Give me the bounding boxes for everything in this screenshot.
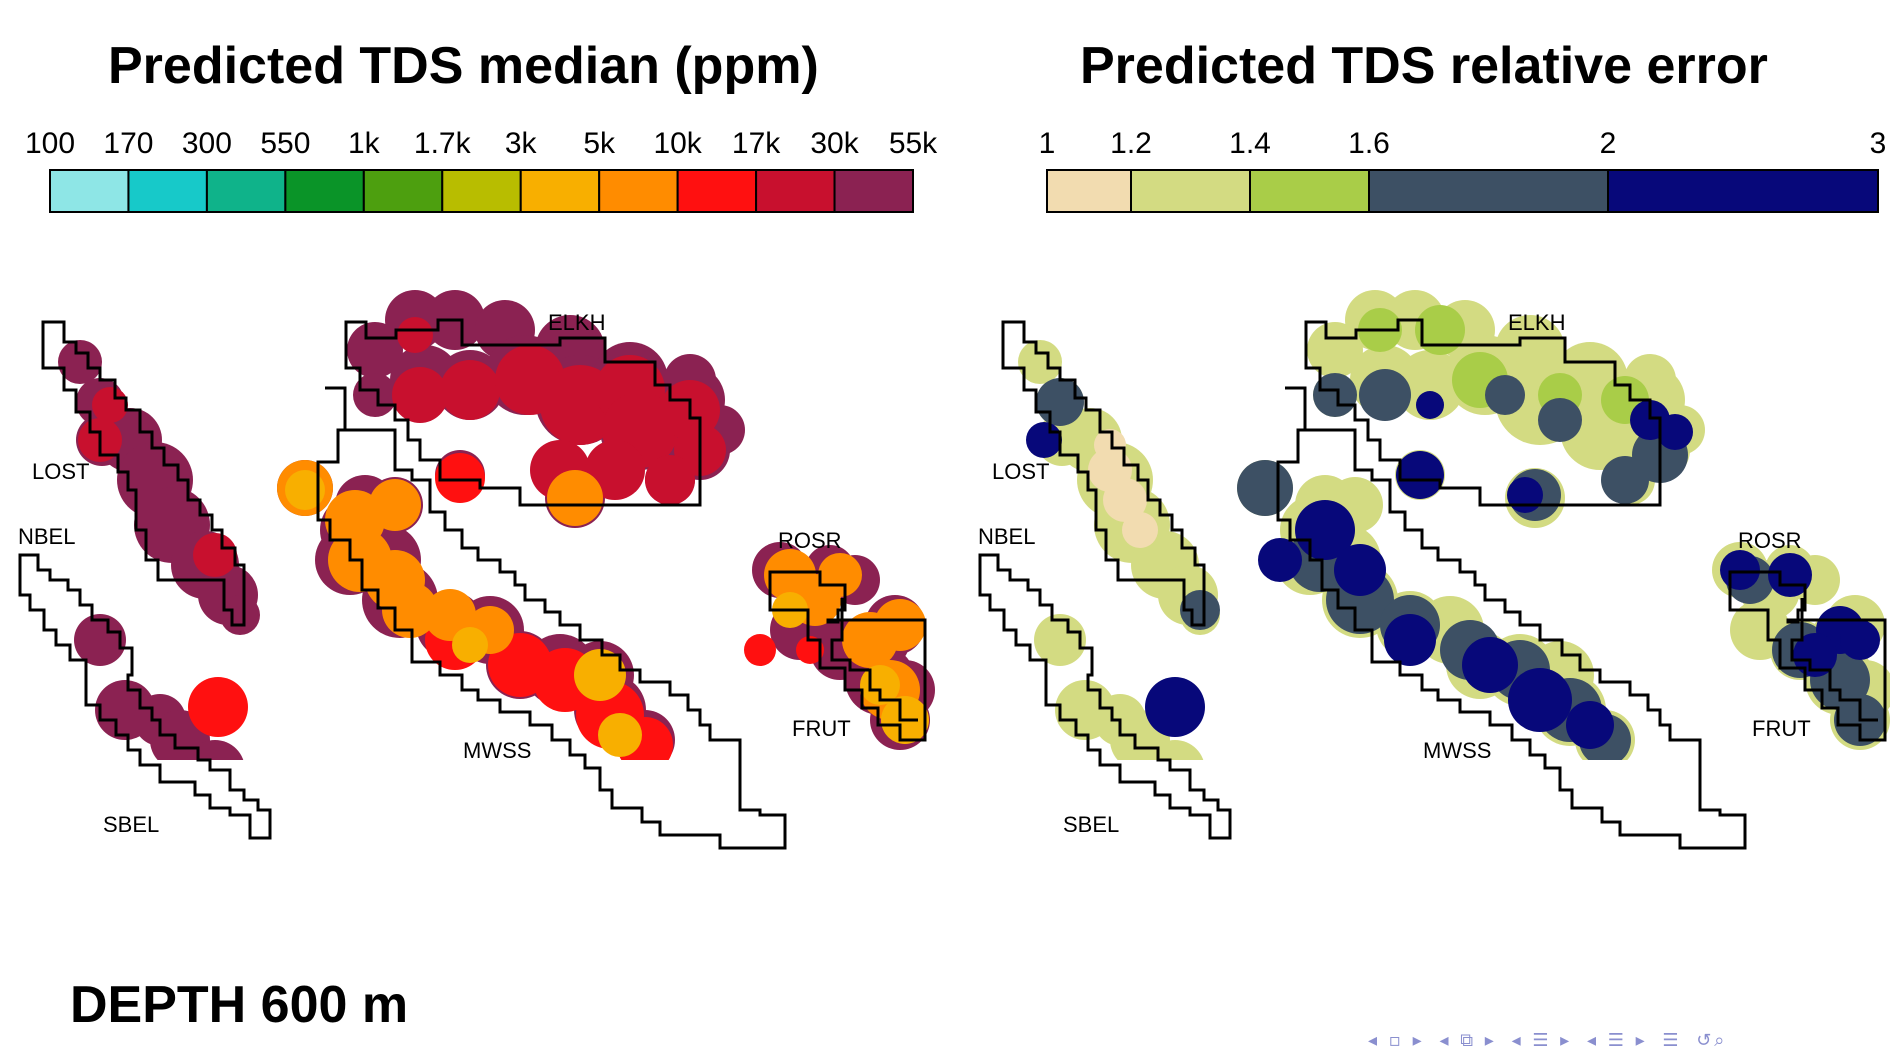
region-label-elkh: ELKH [548, 310, 605, 335]
median-colorbar-segment [441, 169, 522, 213]
median-colorbar-segment [49, 169, 130, 213]
region-label-rosr: ROSR [1738, 528, 1802, 553]
subsection-icon[interactable]: ◂ ☰ ▸ [1586, 1030, 1648, 1051]
outline-icon[interactable]: ☰ [1662, 1030, 1682, 1051]
error-colorbar-segment [1607, 169, 1879, 213]
error-colorbar [1046, 169, 1879, 213]
region-label-frut: FRUT [1752, 716, 1811, 741]
median-colorbar-segment [362, 169, 444, 213]
median-colorbar-tick-label: 17k [732, 127, 781, 160]
region-label-rosr: ROSR [778, 528, 842, 553]
median-map-title: Predicted TDS median (ppm) [108, 37, 819, 95]
median-colorbar-tick-label: 550 [260, 127, 310, 160]
error-colorbar-segment [1046, 169, 1132, 213]
error-colorbar-segment [1249, 169, 1370, 213]
region-label-lost: LOST [32, 459, 89, 484]
error-colorbar-ticks: 1 1.2 1.4 1.6 2 3 [1039, 127, 1887, 160]
error-colorbar-tick-label: 1 [1039, 127, 1056, 160]
median-colorbar-segment [205, 169, 287, 213]
error-colorbar-segment [1130, 169, 1251, 213]
median-colorbar-segment [127, 169, 208, 213]
median-colorbar-segment [284, 169, 365, 213]
region-label-frut: FRUT [792, 716, 851, 741]
median-colorbar-tick-label: 1.7k [414, 127, 472, 160]
region-label-mwss: MWSS [463, 738, 531, 763]
slide-navigation[interactable]: ◂ ▫ ▸ ◂ ⧉ ▸ ◂ ☰ ▸ ◂ ☰ ▸ ☰ ↺⌕ [1368, 1030, 1733, 1051]
median-colorbar-segment [755, 169, 836, 213]
search-icon[interactable]: ↺⌕ [1696, 1030, 1728, 1051]
median-colorbar-tick-label: 300 [182, 127, 232, 160]
median-map: ELKH LOST NBEL ROSR MWSS FRUT SBEL [18, 290, 935, 850]
error-colorbar-tick-label: 1.4 [1229, 127, 1271, 160]
error-colorbar-tick-label: 2 [1600, 127, 1617, 160]
depth-label: DEPTH 600 m [70, 976, 409, 1034]
region-label-nbel: NBEL [18, 524, 75, 549]
median-colorbar-tick-label: 3k [505, 127, 538, 160]
median-colorbar-tick-label: 5k [583, 127, 616, 160]
error-colorbar-tick-label: 1.6 [1348, 127, 1390, 160]
error-map: ELKH LOST NBEL ROSR MWSS FRUT SBEL [978, 290, 1890, 850]
nav-prev-icon[interactable]: ◂ ▫ ▸ [1368, 1030, 1425, 1051]
median-colorbar-tick-label: 170 [103, 127, 153, 160]
median-colorbar-tick-label: 10k [653, 127, 702, 160]
median-colorbar-tick-label: 1k [348, 127, 381, 160]
region-label-lost: LOST [992, 459, 1049, 484]
region-label-elkh: ELKH [1508, 310, 1565, 335]
frame-icon[interactable]: ◂ ⧉ ▸ [1439, 1030, 1497, 1051]
median-colorbar-tick-label: 55k [889, 127, 938, 160]
median-colorbar [49, 169, 915, 213]
median-colorbar-tick-label: 100 [25, 127, 75, 160]
error-map-title: Predicted TDS relative error [1080, 37, 1768, 95]
region-label-sbel: SBEL [103, 812, 159, 837]
median-colorbar-ticks: 100 170 300 550 1k 1.7k 3k 5k 10k 17k 30k 55k [25, 127, 938, 160]
error-colorbar-tick-label: 1.2 [1110, 127, 1152, 160]
median-colorbar-segment [833, 169, 915, 213]
median-colorbar-tick-label: 30k [810, 127, 859, 160]
median-colorbar-segment [519, 169, 601, 213]
median-colorbar-segment [676, 169, 758, 213]
region-label-mwss: MWSS [1423, 738, 1491, 763]
region-label-nbel: NBEL [978, 524, 1035, 549]
error-colorbar-tick-label: 3 [1870, 127, 1887, 160]
region-label-sbel: SBEL [1063, 812, 1119, 837]
error-colorbar-segment [1368, 169, 1609, 213]
median-colorbar-segment [598, 169, 679, 213]
section-icon[interactable]: ◂ ☰ ▸ [1511, 1030, 1573, 1051]
